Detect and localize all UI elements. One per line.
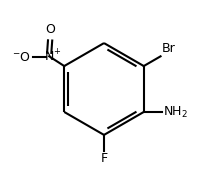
Text: $^{-}$O: $^{-}$O [12, 51, 31, 64]
Text: F: F [100, 152, 108, 165]
Text: NH$_2$: NH$_2$ [163, 104, 188, 119]
Text: Br: Br [161, 42, 175, 55]
Text: N: N [45, 50, 54, 63]
Text: +: + [54, 46, 61, 56]
Text: O: O [45, 23, 55, 36]
